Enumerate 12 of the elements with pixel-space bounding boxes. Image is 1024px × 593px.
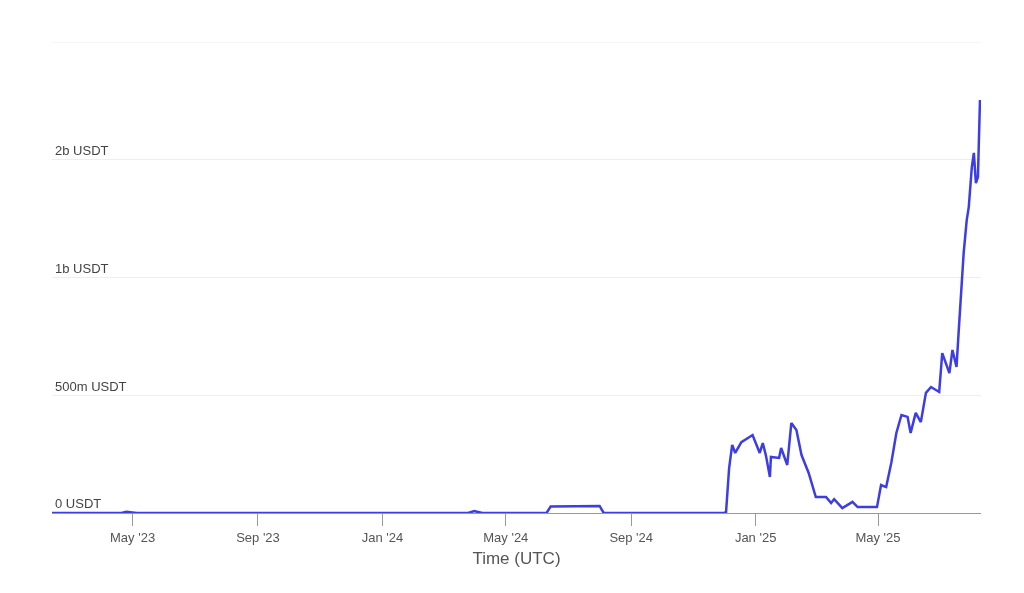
x-tick-label: May '25 <box>855 529 901 545</box>
x-tick-label: Jan '24 <box>361 529 404 545</box>
x-tick-label: May '24 <box>483 529 529 545</box>
x-tick-label: Sep '23 <box>236 529 280 545</box>
y-tick-label: 500m USDT <box>55 378 127 394</box>
x-axis-title: Time (UTC) <box>472 549 561 568</box>
y-tick-label: 1b USDT <box>55 260 109 276</box>
y-tick-label: 2b USDT <box>55 143 109 159</box>
x-tick-label: May '23 <box>110 529 156 545</box>
y-tick-label: 0 USDT <box>55 496 102 512</box>
x-tick-label: Jan '25 <box>734 529 777 545</box>
x-tick-label: Sep '24 <box>609 529 654 545</box>
